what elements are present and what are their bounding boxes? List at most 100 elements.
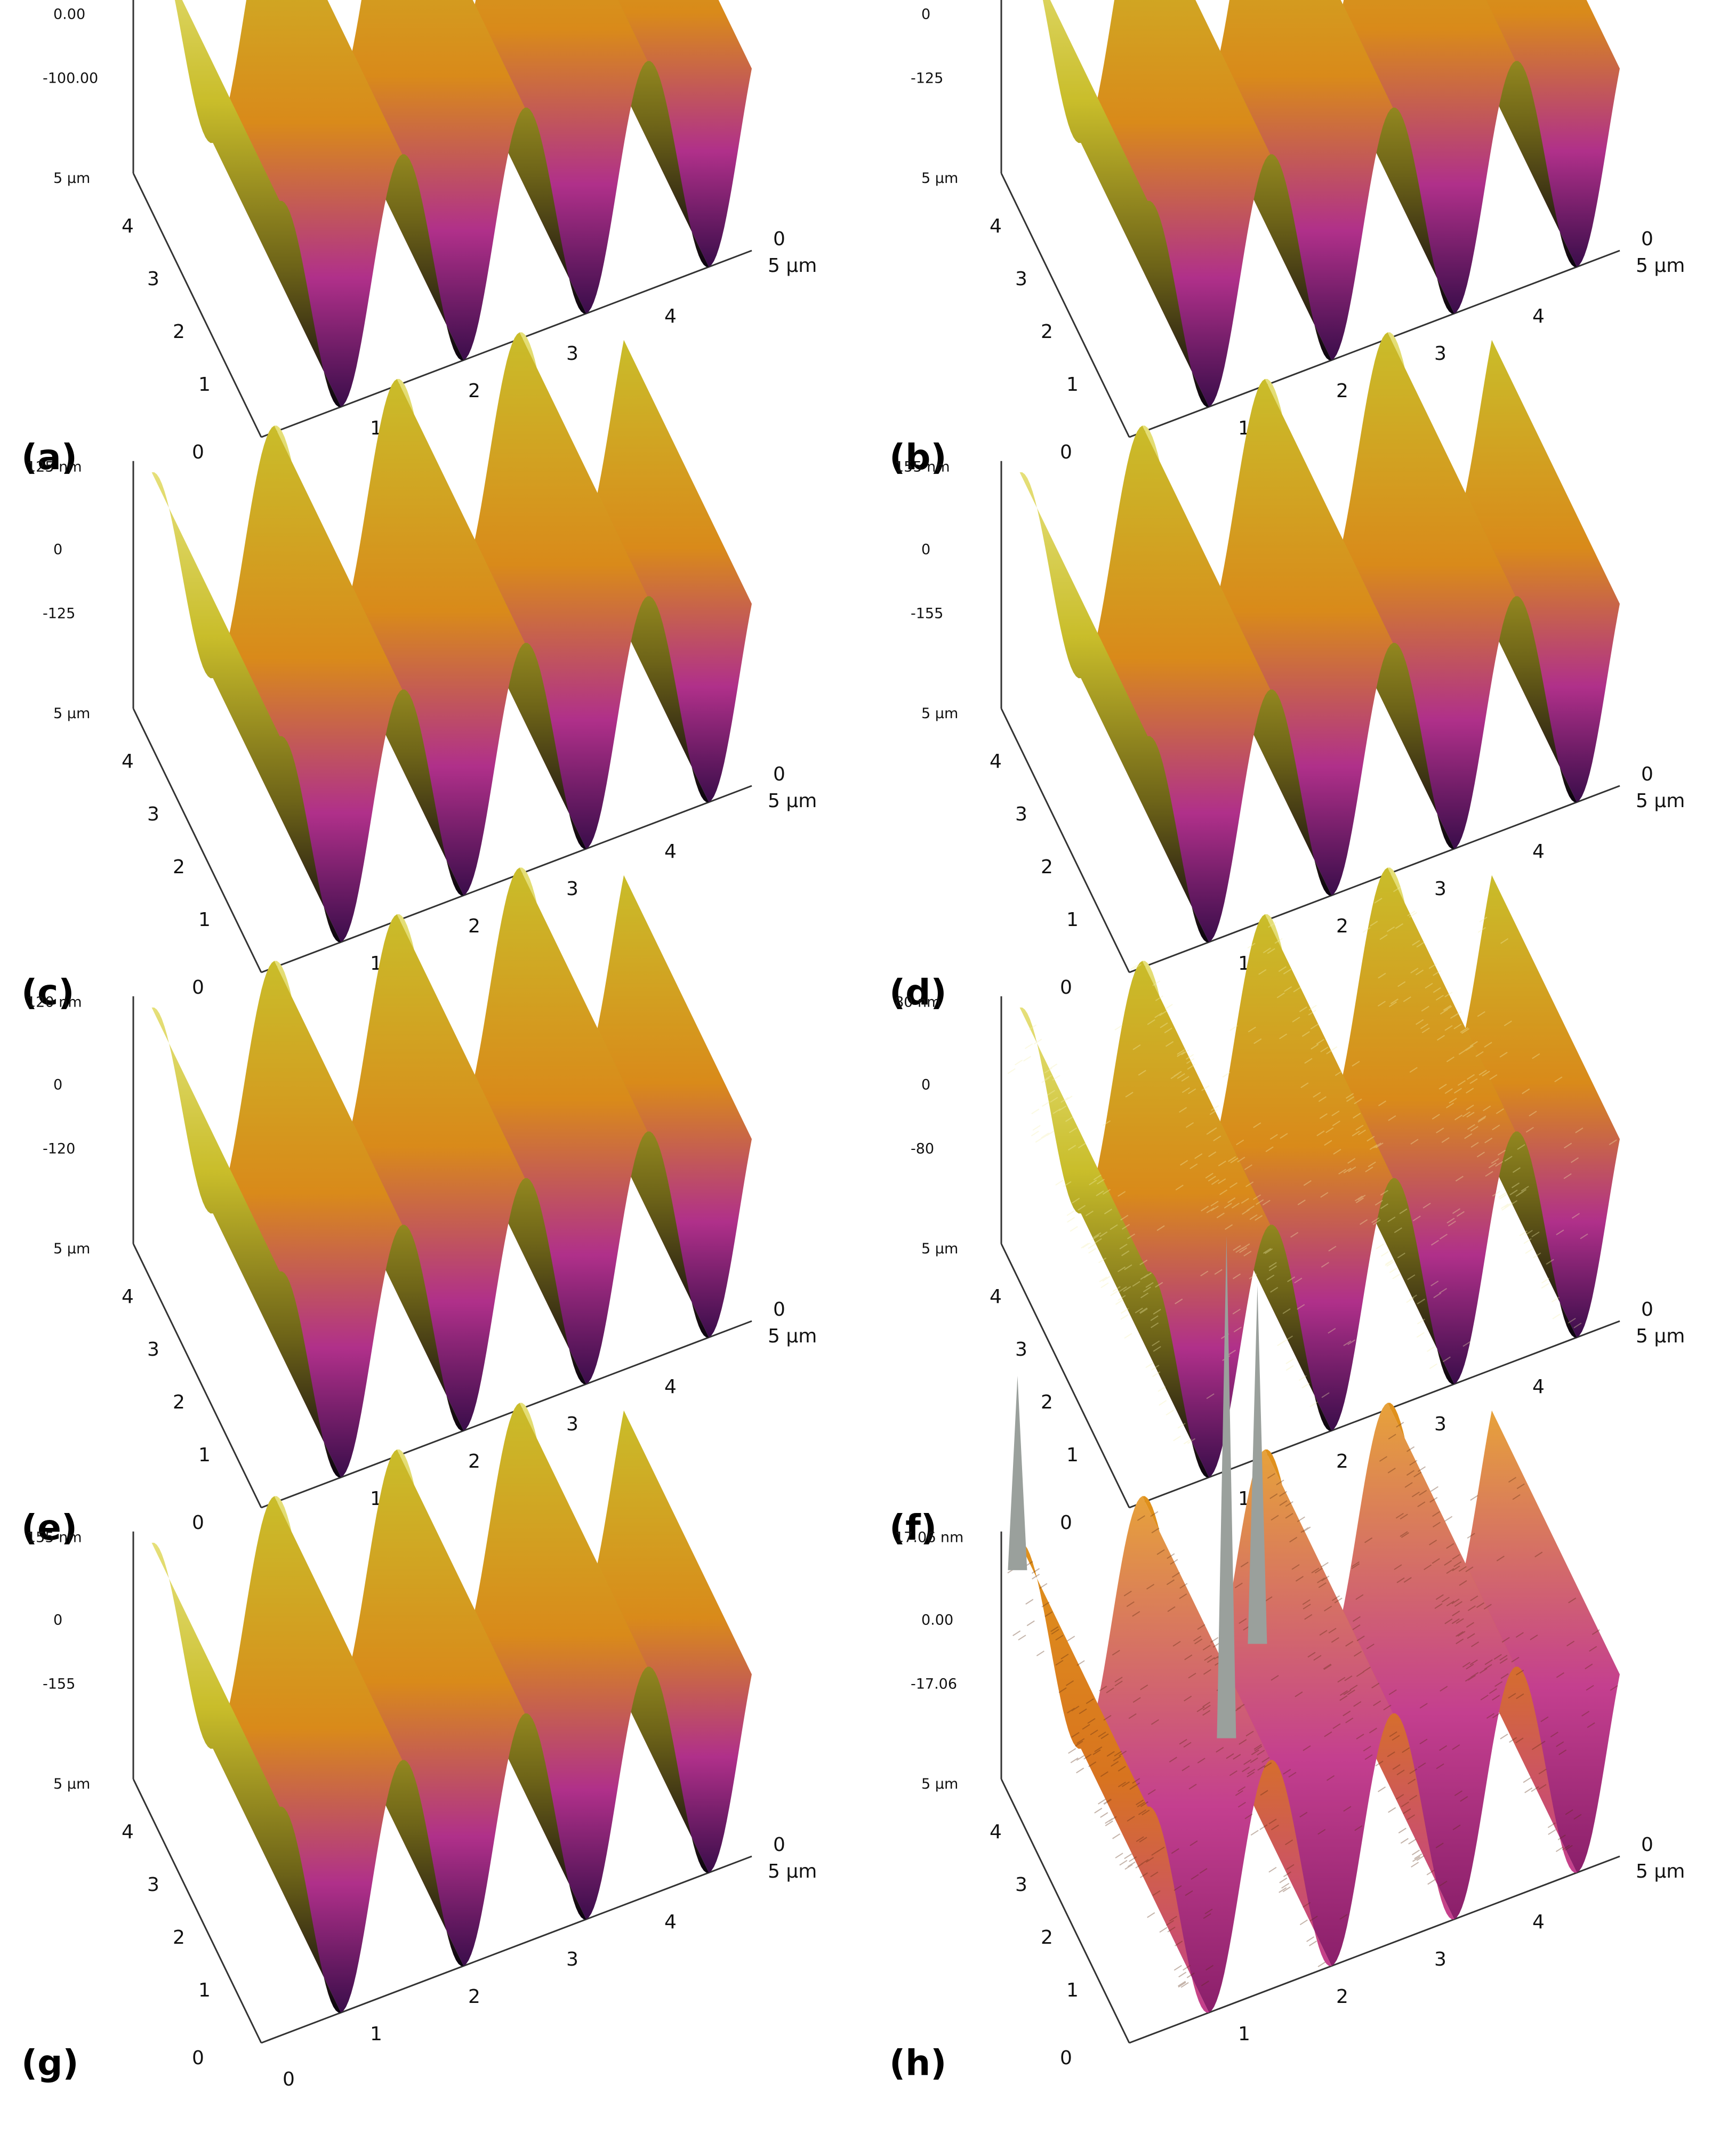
axis-frame: [132, 0, 752, 438]
x-tick-label: 0: [773, 1834, 785, 1856]
x-tick-label: 3: [566, 1413, 578, 1435]
y-tick-label: 3: [1015, 1874, 1027, 1896]
y-tick-label: 0: [192, 977, 204, 999]
x-tick-label: 0: [283, 2068, 295, 2090]
x-tick-label: 0: [773, 228, 785, 250]
surface-spike: [1008, 1375, 1027, 1571]
y-axis-line: [132, 1778, 262, 2043]
ridge-back-flank: [335, 914, 525, 1431]
y-axis-line: [1000, 1778, 1130, 2043]
ridge-back-flank: [1081, 0, 1271, 407]
ridge-back-flank: [458, 1403, 648, 1920]
y-tick-label: 2: [173, 1927, 185, 1949]
axis-frame: [1000, 0, 1620, 438]
z-label-mid: 0: [921, 542, 930, 558]
ridge-back-flank: [1203, 0, 1393, 360]
z-label-bottom: -155: [911, 606, 943, 622]
y-tick-label: 4: [990, 751, 1002, 772]
plot-f: 80 nm 0 -80 5 µm 4 3 2 1 0 1 2 3 4 0 5 µm (f): [889, 867, 1685, 1548]
y-axis-line: [1000, 173, 1130, 438]
y-tick-label: 0: [192, 441, 204, 463]
ridge-front-flank: [151, 472, 341, 943]
z-label-top: 155 nm: [27, 1530, 82, 1546]
ridge-back-flank: [1326, 867, 1516, 1385]
y-tick-label: 4: [990, 215, 1002, 237]
x-tick-label: 0: [773, 763, 785, 785]
z-label-mid: 0: [921, 6, 930, 23]
x-tick-label: 4: [664, 841, 677, 863]
z-label-mid: 0: [921, 1077, 930, 1093]
x-tick-label: 3: [566, 1949, 578, 1970]
y-axis-line: [1000, 1243, 1130, 1508]
ridge-back-flank: [1203, 379, 1393, 896]
y-tick-label: 3: [147, 803, 159, 825]
y-tick-label: 1: [1066, 1444, 1079, 1466]
y-tick-label: 2: [1041, 321, 1053, 343]
x-axis-line: [261, 1855, 752, 2044]
ridge-back-flank: [1449, 340, 1620, 802]
ridge-front-flank: [1019, 1007, 1209, 1478]
y-axis-line: [132, 1243, 262, 1508]
y-axis-unit: 5 µm: [921, 705, 958, 722]
x-tick-label: 1: [1238, 2023, 1250, 2045]
plot-e: 120 nm 0 -120 5 µm 4 3 2 1 0 0 1 2 3 4 0 5 µm (e): [21, 867, 817, 1555]
x-tick-label: 3: [566, 343, 578, 365]
panel-label: (h): [889, 2042, 946, 2083]
ridge-back-flank: [581, 875, 752, 1338]
y-tick-label: 1: [198, 374, 211, 396]
ridge-back-flank: [1326, 1403, 1516, 1920]
x-tick-label: 3: [1434, 878, 1446, 900]
plot-d: 155 nm 0 -155 5 µm 4 3 2 1 0 1 2 3 4 0 5 µm (d): [889, 332, 1685, 1013]
x-axis-line: [1129, 249, 1620, 438]
panel-label: (c): [21, 972, 74, 1013]
y-tick-label: 0: [1060, 977, 1072, 999]
x-tick-label: 0: [1641, 1299, 1653, 1321]
z-label-top: 80 nm: [895, 994, 941, 1011]
z-label-mid: 0: [53, 542, 62, 558]
y-axis-unit: 5 µm: [53, 1241, 90, 1257]
y-tick-label: 3: [1015, 1339, 1027, 1361]
z-label-mid: 0: [53, 1077, 62, 1093]
y-tick-label: 0: [1060, 441, 1072, 463]
panel-label: (b): [889, 437, 947, 478]
ridge-back-flank: [335, 0, 525, 360]
z-label-mid: 0.00: [921, 1612, 953, 1629]
z-label-mid: 0: [53, 1612, 62, 1629]
panel-label: (g): [21, 2042, 79, 2083]
y-axis-unit: 5 µm: [921, 1776, 958, 1792]
panel-f: 80 nm 0 -80 5 µm 4 3 2 1 0 1 2 3 4 0 5 µm (f): [868, 867, 1736, 1606]
x-tick-label: 1: [370, 2023, 382, 2045]
surface-c: [151, 332, 752, 943]
ridge-back-flank: [1081, 961, 1271, 1478]
z-label-bottom: -155: [43, 1676, 75, 1693]
y-tick-label: 2: [1041, 1927, 1053, 1949]
x-tick-label: 4: [664, 305, 677, 327]
surface-texture: [1007, 886, 1617, 1445]
y-tick-label: 3: [147, 268, 159, 290]
x-axis-unit: 5 µm: [768, 1325, 817, 1347]
ridge-front-flank: [151, 1542, 341, 2013]
x-tick-label: 3: [1434, 343, 1446, 365]
y-tick-label: 3: [1015, 803, 1027, 825]
z-label-bottom: -80: [911, 1141, 934, 1157]
surface-f: [1007, 867, 1620, 1478]
ridge-front-flank: [174, 0, 341, 407]
plot-h: 17.06 nm 0.00 -17.06 5 µm 4 3 2 1 0 1 2 3 4 0 5 µm (h): [889, 1236, 1685, 2083]
x-tick-label: 4: [664, 1911, 677, 1933]
y-axis-unit: 5 µm: [921, 170, 958, 187]
y-tick-label: 4: [122, 1286, 134, 1308]
z-label-bottom: -100.00: [43, 70, 98, 87]
plot-c: 125 nm 0 -125 5 µm 4 3 2 1 0 0 1 2 3 4 0 5 µm (c): [21, 332, 817, 1020]
x-tick-label: 2: [1336, 380, 1348, 402]
y-axis-unit: 5 µm: [53, 705, 90, 722]
x-tick-label: 3: [1434, 1949, 1446, 1970]
x-axis-unit: 5 µm: [1636, 255, 1685, 277]
y-tick-label: 3: [147, 1874, 159, 1896]
y-tick-label: 0: [192, 1512, 204, 1534]
ridge-back-flank: [1449, 1410, 1620, 1873]
x-tick-label: 2: [1336, 1451, 1348, 1472]
y-tick-label: 1: [198, 1979, 211, 2001]
panel-g: 155 nm 0 -155 5 µm 4 3 2 1 0 0 1 2 3 4 0 5 µm (g): [0, 1403, 868, 2141]
